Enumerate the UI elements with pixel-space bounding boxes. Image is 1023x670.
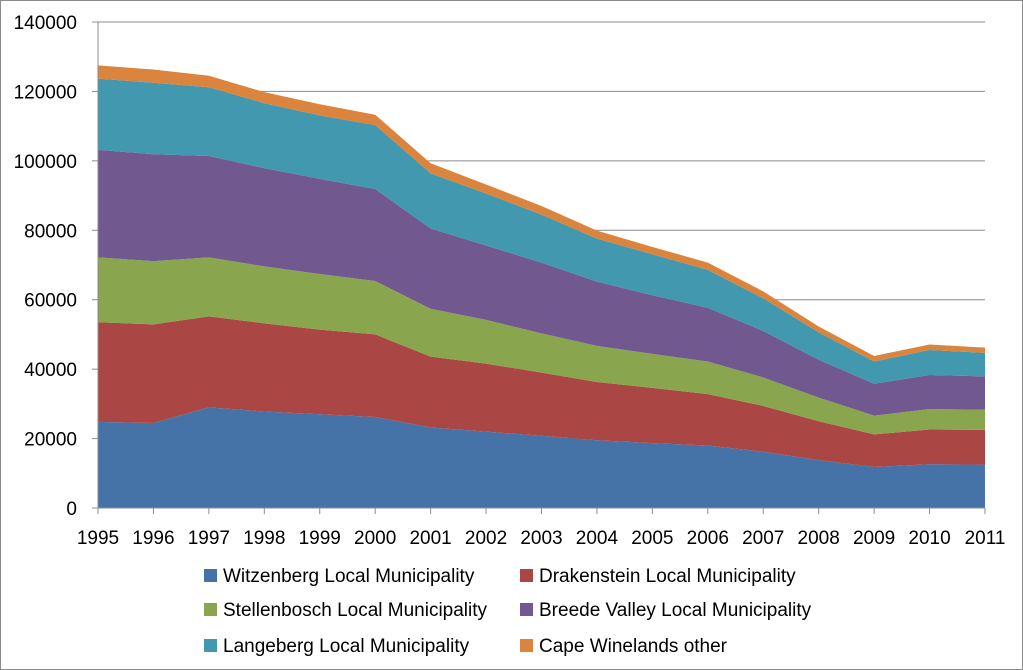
- x-tick-label: 1998: [243, 528, 285, 549]
- y-tick-label: 100000: [14, 152, 77, 173]
- x-tick-label: 2000: [354, 528, 396, 549]
- y-tick-label: 60000: [24, 291, 77, 312]
- y-axis-ticks: 0 20000 40000 60000 80000 100000 120000 140000: [14, 13, 98, 520]
- x-tick-label: 2011: [965, 528, 1006, 549]
- x-tick-label: 2009: [853, 528, 895, 549]
- x-tick-label: 2008: [798, 528, 840, 549]
- legend: Witzenberg Local Municipality Drakenstein…: [204, 566, 812, 657]
- x-tick-label: 2010: [908, 528, 950, 549]
- legend-swatch-witzenberg-local-municipality: [204, 569, 217, 582]
- area-stellenbosch-local-municipality: [98, 257, 985, 435]
- legend-label-witzenberg-local-municipality: Witzenberg Local Municipality: [223, 566, 475, 587]
- area-series-layer: [98, 65, 985, 508]
- legend-label-stellenbosch-local-municipality: Stellenbosch Local Municipality: [223, 600, 488, 621]
- legend-swatch-drakenstein-local-municipality: [520, 569, 533, 582]
- x-tick-label: 2003: [520, 528, 562, 549]
- x-axis-ticks: 1995 1996 1997 1998 1999 2000 2001 2002 2003 2004…: [77, 508, 1006, 549]
- y-tick-label: 140000: [14, 13, 77, 34]
- x-tick-label: 2006: [687, 528, 729, 549]
- x-tick-label: 2002: [465, 528, 507, 549]
- y-tick-label: 0: [66, 499, 77, 520]
- x-tick-label: 2004: [576, 528, 619, 549]
- x-tick-label: 1997: [188, 528, 230, 549]
- legend-swatch-cape-winelands-other: [520, 639, 533, 652]
- legend-swatch-breede-valley-local-municipality: [520, 603, 533, 616]
- area-cape-winelands-other: [98, 65, 985, 362]
- y-tick-label: 20000: [24, 430, 77, 451]
- x-tick-label: 2005: [631, 528, 673, 549]
- x-tick-label: 2001: [409, 528, 451, 549]
- legend-label-langeberg-local-municipality: Langeberg Local Municipality: [223, 636, 470, 657]
- y-tick-label: 40000: [24, 360, 77, 381]
- area-drakenstein-local-municipality: [98, 316, 985, 468]
- legend-swatch-langeberg-local-municipality: [204, 639, 217, 652]
- x-tick-label: 1995: [77, 528, 119, 549]
- legend-label-cape-winelands-other: Cape Winelands other: [539, 636, 728, 657]
- area-breede-valley-local-municipality: [98, 149, 985, 416]
- legend-label-breede-valley-local-municipality: Breede Valley Local Municipality: [539, 600, 812, 621]
- y-tick-label: 80000: [24, 221, 77, 242]
- area-langeberg-local-municipality: [98, 78, 985, 384]
- x-tick-label: 1996: [132, 528, 174, 549]
- legend-label-drakenstein-local-municipality: Drakenstein Local Municipality: [539, 566, 796, 587]
- legend-swatch-stellenbosch-local-municipality: [204, 603, 217, 616]
- x-tick-label: 2007: [742, 528, 784, 549]
- y-tick-label: 120000: [14, 82, 77, 103]
- x-tick-label: 1999: [299, 528, 341, 549]
- area-witzenberg-local-municipality: [98, 407, 985, 508]
